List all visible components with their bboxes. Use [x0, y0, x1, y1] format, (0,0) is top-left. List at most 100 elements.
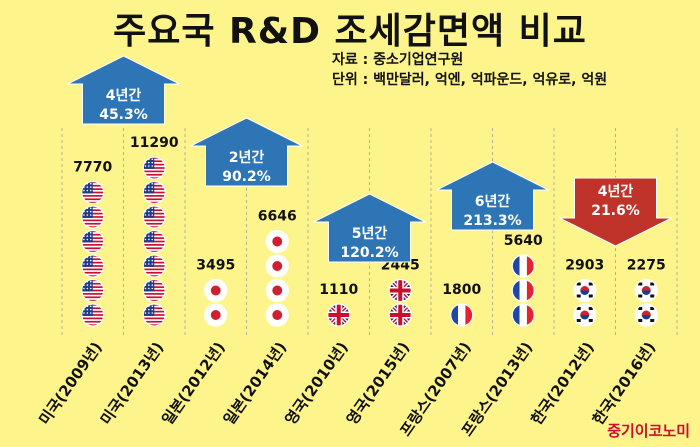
flag-stripe [143, 324, 166, 326]
flag-star [151, 214, 154, 216]
us-flag-icon [81, 230, 104, 253]
flag-star [148, 235, 150, 237]
chart-meta: 자료 : 중소기업연구원 단위 : 백만달러, 억엔, 억파운드, 억유로, 억… [332, 50, 607, 90]
flag-taeguk-red [580, 310, 590, 315]
flag-star [83, 305, 85, 307]
flag-taeguk-red [641, 286, 651, 291]
change-period: 6년간 [475, 193, 511, 210]
marker-rim [450, 303, 474, 327]
marker-rim [511, 278, 535, 303]
flag-star [83, 263, 85, 265]
flag-trigram [588, 282, 593, 286]
up-arrow-icon [190, 117, 303, 187]
flag-star [83, 287, 85, 290]
change-arrow: 4년간 21.6% [559, 177, 672, 247]
flag-star [144, 231, 147, 234]
jp-flag-icon [266, 279, 289, 302]
flag-sun [210, 310, 221, 320]
flag-star [151, 186, 154, 188]
flag-star [89, 238, 92, 241]
fr-flag-icon [512, 304, 535, 326]
marker-rim [511, 254, 535, 278]
flag-star [148, 263, 150, 265]
flag-star [148, 312, 150, 314]
flag-star [151, 238, 154, 241]
flag-stripe [81, 250, 104, 253]
flag-star [86, 186, 89, 188]
flag-star [144, 165, 147, 167]
flag-star [148, 214, 150, 216]
us-flag-icon [143, 279, 166, 302]
flag-stripe [143, 244, 166, 246]
bar [388, 278, 412, 327]
flag-stripe [81, 226, 104, 228]
flag-stripe [81, 244, 104, 246]
flag-star [89, 210, 92, 213]
marker-rim [634, 278, 658, 303]
flag-star [89, 308, 92, 311]
marker-rim [573, 303, 597, 327]
flag-star [89, 235, 92, 237]
bar [634, 278, 658, 327]
flag-star [151, 259, 154, 262]
flag-star [148, 210, 150, 213]
flag-stripe [143, 320, 166, 323]
flag-trigram [650, 319, 655, 322]
flag-star [151, 284, 154, 286]
change-period: 2년간 [229, 149, 265, 166]
flag-star [144, 189, 147, 192]
flag-stripe [81, 324, 104, 326]
bar [573, 278, 597, 327]
jp-flag-icon [204, 279, 227, 302]
down-arrow-icon [559, 177, 672, 247]
data-label: 5640 [504, 233, 543, 249]
flag-cross-h-red [389, 288, 412, 293]
fr-flag-icon [512, 255, 535, 277]
marker-rim [81, 229, 105, 254]
flag-star [151, 263, 154, 265]
flag-taeguk-blue [641, 315, 651, 320]
flag-stripe [143, 296, 166, 299]
kr-flag-icon [635, 304, 658, 326]
up-arrow-icon [313, 193, 426, 263]
flag-star [89, 256, 92, 258]
data-label: 1110 [319, 282, 358, 298]
flag-star [89, 312, 92, 314]
flag-stripe [143, 195, 166, 197]
flag-star [89, 259, 92, 262]
marker-rim [142, 156, 166, 180]
flag-star [144, 214, 147, 216]
bar [142, 156, 166, 327]
flag-star [148, 238, 150, 241]
flag-trigram [638, 307, 643, 310]
flag-star [151, 165, 154, 167]
change-arrow: 6년간 213.3% [436, 161, 549, 231]
bar [450, 303, 474, 327]
fr-flag-icon [450, 304, 473, 326]
jp-flag-icon [204, 304, 227, 326]
change-arrow: 2년간 90.2% [190, 117, 303, 187]
marker-rim [142, 303, 166, 327]
flag-star [86, 263, 89, 265]
x-tick-label: 한국(2016년) [589, 339, 659, 429]
flag-star [148, 259, 150, 262]
flag-star [144, 280, 147, 283]
flag-sun [210, 285, 221, 296]
flag-star [148, 308, 150, 311]
flag-star [148, 165, 150, 167]
x-tick-label: 일본(2014년) [220, 339, 290, 429]
flag-trigram [576, 294, 581, 298]
flag-star [86, 284, 89, 286]
us-flag-icon [143, 255, 166, 277]
flag-star [151, 312, 154, 314]
flag-stripe [143, 275, 166, 277]
marker-rim [634, 303, 658, 327]
flag-star [151, 305, 154, 307]
flag-stripe [81, 317, 104, 320]
marker-rim [265, 278, 289, 303]
flag-star [89, 189, 92, 192]
flag-white [458, 304, 466, 326]
flag-taeguk-blue [580, 315, 590, 320]
flag-trigram [588, 307, 593, 310]
